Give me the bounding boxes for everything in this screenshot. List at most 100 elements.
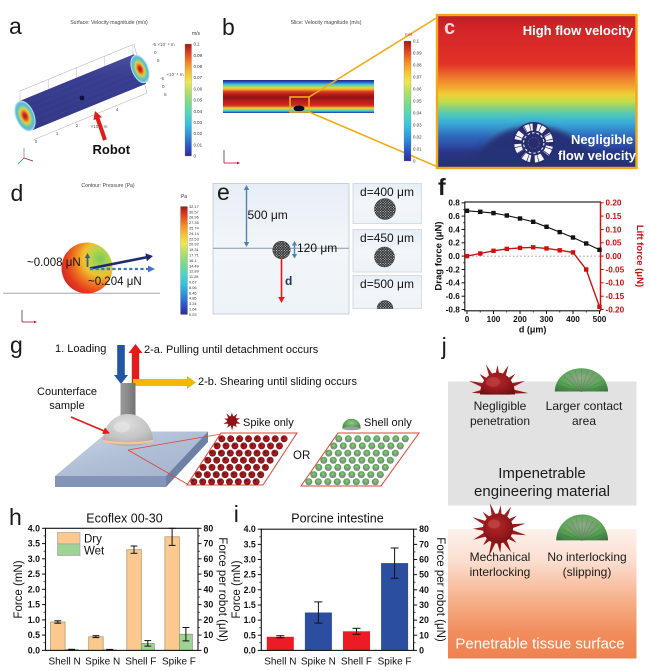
svg-text:30.57: 30.57 <box>189 209 199 214</box>
svg-text:2.0: 2.0 <box>244 585 256 595</box>
svg-text:m/s: m/s <box>192 31 201 37</box>
svg-text:0.01: 0.01 <box>194 142 203 147</box>
svg-text:0.0: 0.0 <box>244 645 256 655</box>
svg-text:0: 0 <box>204 645 209 655</box>
svg-text:-0.05: -0.05 <box>606 265 625 274</box>
svg-text:5: 5 <box>164 92 167 97</box>
svg-text:0.02: 0.02 <box>413 135 422 140</box>
svg-text:11.28: 11.28 <box>189 274 198 279</box>
svg-text:Negligible: Negligible <box>571 132 633 147</box>
svg-text:24.14: 24.14 <box>189 231 200 236</box>
svg-text:0.00: 0.00 <box>606 252 622 261</box>
svg-text:engineering material: engineering material <box>474 483 610 500</box>
svg-text:m/s: m/s <box>405 32 413 37</box>
svg-text:-5 ×10⁻⁴ m: -5 ×10⁻⁴ m <box>152 42 175 47</box>
svg-text:Drag force (μN): Drag force (μN) <box>434 221 445 290</box>
svg-text:0.10: 0.10 <box>606 225 622 234</box>
svg-text:i: i <box>234 501 239 527</box>
svg-text:a: a <box>9 13 22 39</box>
svg-text:0.05: 0.05 <box>606 239 622 248</box>
svg-text:40: 40 <box>204 584 214 594</box>
svg-text:2.5: 2.5 <box>28 569 40 579</box>
svg-text:Counterface: Counterface <box>37 386 97 398</box>
svg-text:70: 70 <box>204 539 214 549</box>
svg-text:-0.2: -0.2 <box>446 265 461 274</box>
svg-text:0.01: 0.01 <box>413 147 422 152</box>
svg-text:Force per robot (μN): Force per robot (μN) <box>216 537 228 642</box>
svg-text:penetration: penetration <box>470 414 530 428</box>
svg-text:Force per robot (μN): Force per robot (μN) <box>434 537 446 642</box>
svg-text:Contour: Pressure (Pa): Contour: Pressure (Pa) <box>81 183 135 189</box>
svg-text:60: 60 <box>204 554 214 564</box>
svg-text:d: d <box>11 180 24 206</box>
svg-text:300: 300 <box>540 315 554 324</box>
svg-text:0.02: 0.02 <box>194 131 203 136</box>
svg-text:1.0: 1.0 <box>244 615 256 625</box>
svg-text:0.09: 0.09 <box>413 51 422 56</box>
svg-text:3.5: 3.5 <box>28 539 40 549</box>
svg-text:Force (mN): Force (mN) <box>13 560 25 618</box>
svg-text:0.08: 0.08 <box>413 63 422 68</box>
svg-text:0.0: 0.0 <box>448 252 460 261</box>
svg-text:flow velocity: flow velocity <box>558 148 637 163</box>
svg-text:Shell N: Shell N <box>48 657 80 668</box>
svg-text:Lift force (μN): Lift force (μN) <box>634 225 645 287</box>
svg-text:-0.8: -0.8 <box>446 305 461 314</box>
svg-text:0.08: 0.08 <box>194 64 203 69</box>
svg-text:20: 20 <box>419 615 429 625</box>
svg-text:High flow velocity: High flow velocity <box>523 23 634 38</box>
svg-text:3.0: 3.0 <box>244 555 256 565</box>
svg-text:g: g <box>10 332 23 358</box>
svg-text:f: f <box>438 174 446 200</box>
svg-text:9.67: 9.67 <box>189 280 197 285</box>
svg-text:0.1: 0.1 <box>413 39 420 44</box>
svg-text:12.89: 12.89 <box>189 269 199 274</box>
svg-text:interlocking: interlocking <box>470 565 531 579</box>
svg-text:Shell N: Shell N <box>264 657 296 668</box>
svg-text:0.04: 0.04 <box>413 111 422 116</box>
svg-text:10: 10 <box>204 630 214 640</box>
svg-text:40: 40 <box>419 585 429 595</box>
svg-text:0.05: 0.05 <box>194 98 203 103</box>
svg-text:Porcine intestine: Porcine intestine <box>291 512 383 526</box>
svg-text:30: 30 <box>204 600 214 610</box>
svg-text:-5: -5 <box>160 76 165 81</box>
svg-text:1.64: 1.64 <box>189 307 197 312</box>
svg-text:d=500 μm: d=500 μm <box>360 277 414 291</box>
svg-text:-0.6: -0.6 <box>446 292 461 301</box>
svg-text:50: 50 <box>419 570 429 580</box>
svg-text:Wet: Wet <box>84 546 105 558</box>
svg-text:Slice: Velocity magnitude (m/s: Slice: Velocity magnitude (m/s) <box>291 20 362 26</box>
svg-text:0.6: 0.6 <box>448 212 460 221</box>
svg-text:0: 0 <box>413 159 416 164</box>
svg-text:Pa: Pa <box>181 194 187 200</box>
svg-text:70: 70 <box>419 539 429 549</box>
svg-text:3.24: 3.24 <box>189 301 197 306</box>
svg-text:sample: sample <box>49 400 84 412</box>
svg-text:-0.10: -0.10 <box>606 279 625 288</box>
svg-text:3.0: 3.0 <box>28 554 40 564</box>
svg-text:~0.008 μN: ~0.008 μN <box>27 257 81 269</box>
svg-text:(slipping): (slipping) <box>563 565 612 579</box>
svg-text:0.07: 0.07 <box>413 75 422 80</box>
svg-text:10: 10 <box>419 630 429 640</box>
svg-text:200: 200 <box>513 315 527 324</box>
svg-text:80: 80 <box>204 523 214 533</box>
svg-text:0: 0 <box>154 50 157 55</box>
svg-text:0.05: 0.05 <box>413 99 422 104</box>
svg-text:4: 4 <box>116 107 119 112</box>
svg-text:0.1: 0.1 <box>194 42 201 47</box>
svg-text:0: 0 <box>465 315 470 324</box>
svg-text:Robot: Robot <box>93 142 131 157</box>
svg-text:0.4: 0.4 <box>448 225 460 234</box>
svg-text:1. Loading: 1. Loading <box>55 343 106 355</box>
svg-text:32.17: 32.17 <box>189 204 199 209</box>
svg-text:6.46: 6.46 <box>189 290 197 295</box>
svg-text:20: 20 <box>204 615 214 625</box>
svg-text:Shell F: Shell F <box>341 657 372 668</box>
svg-text:Dry: Dry <box>84 534 102 546</box>
svg-text:c: c <box>444 17 455 39</box>
svg-text:1: 1 <box>56 131 59 136</box>
svg-text:0.03: 0.03 <box>413 123 422 128</box>
svg-text:14.49: 14.49 <box>189 263 199 268</box>
